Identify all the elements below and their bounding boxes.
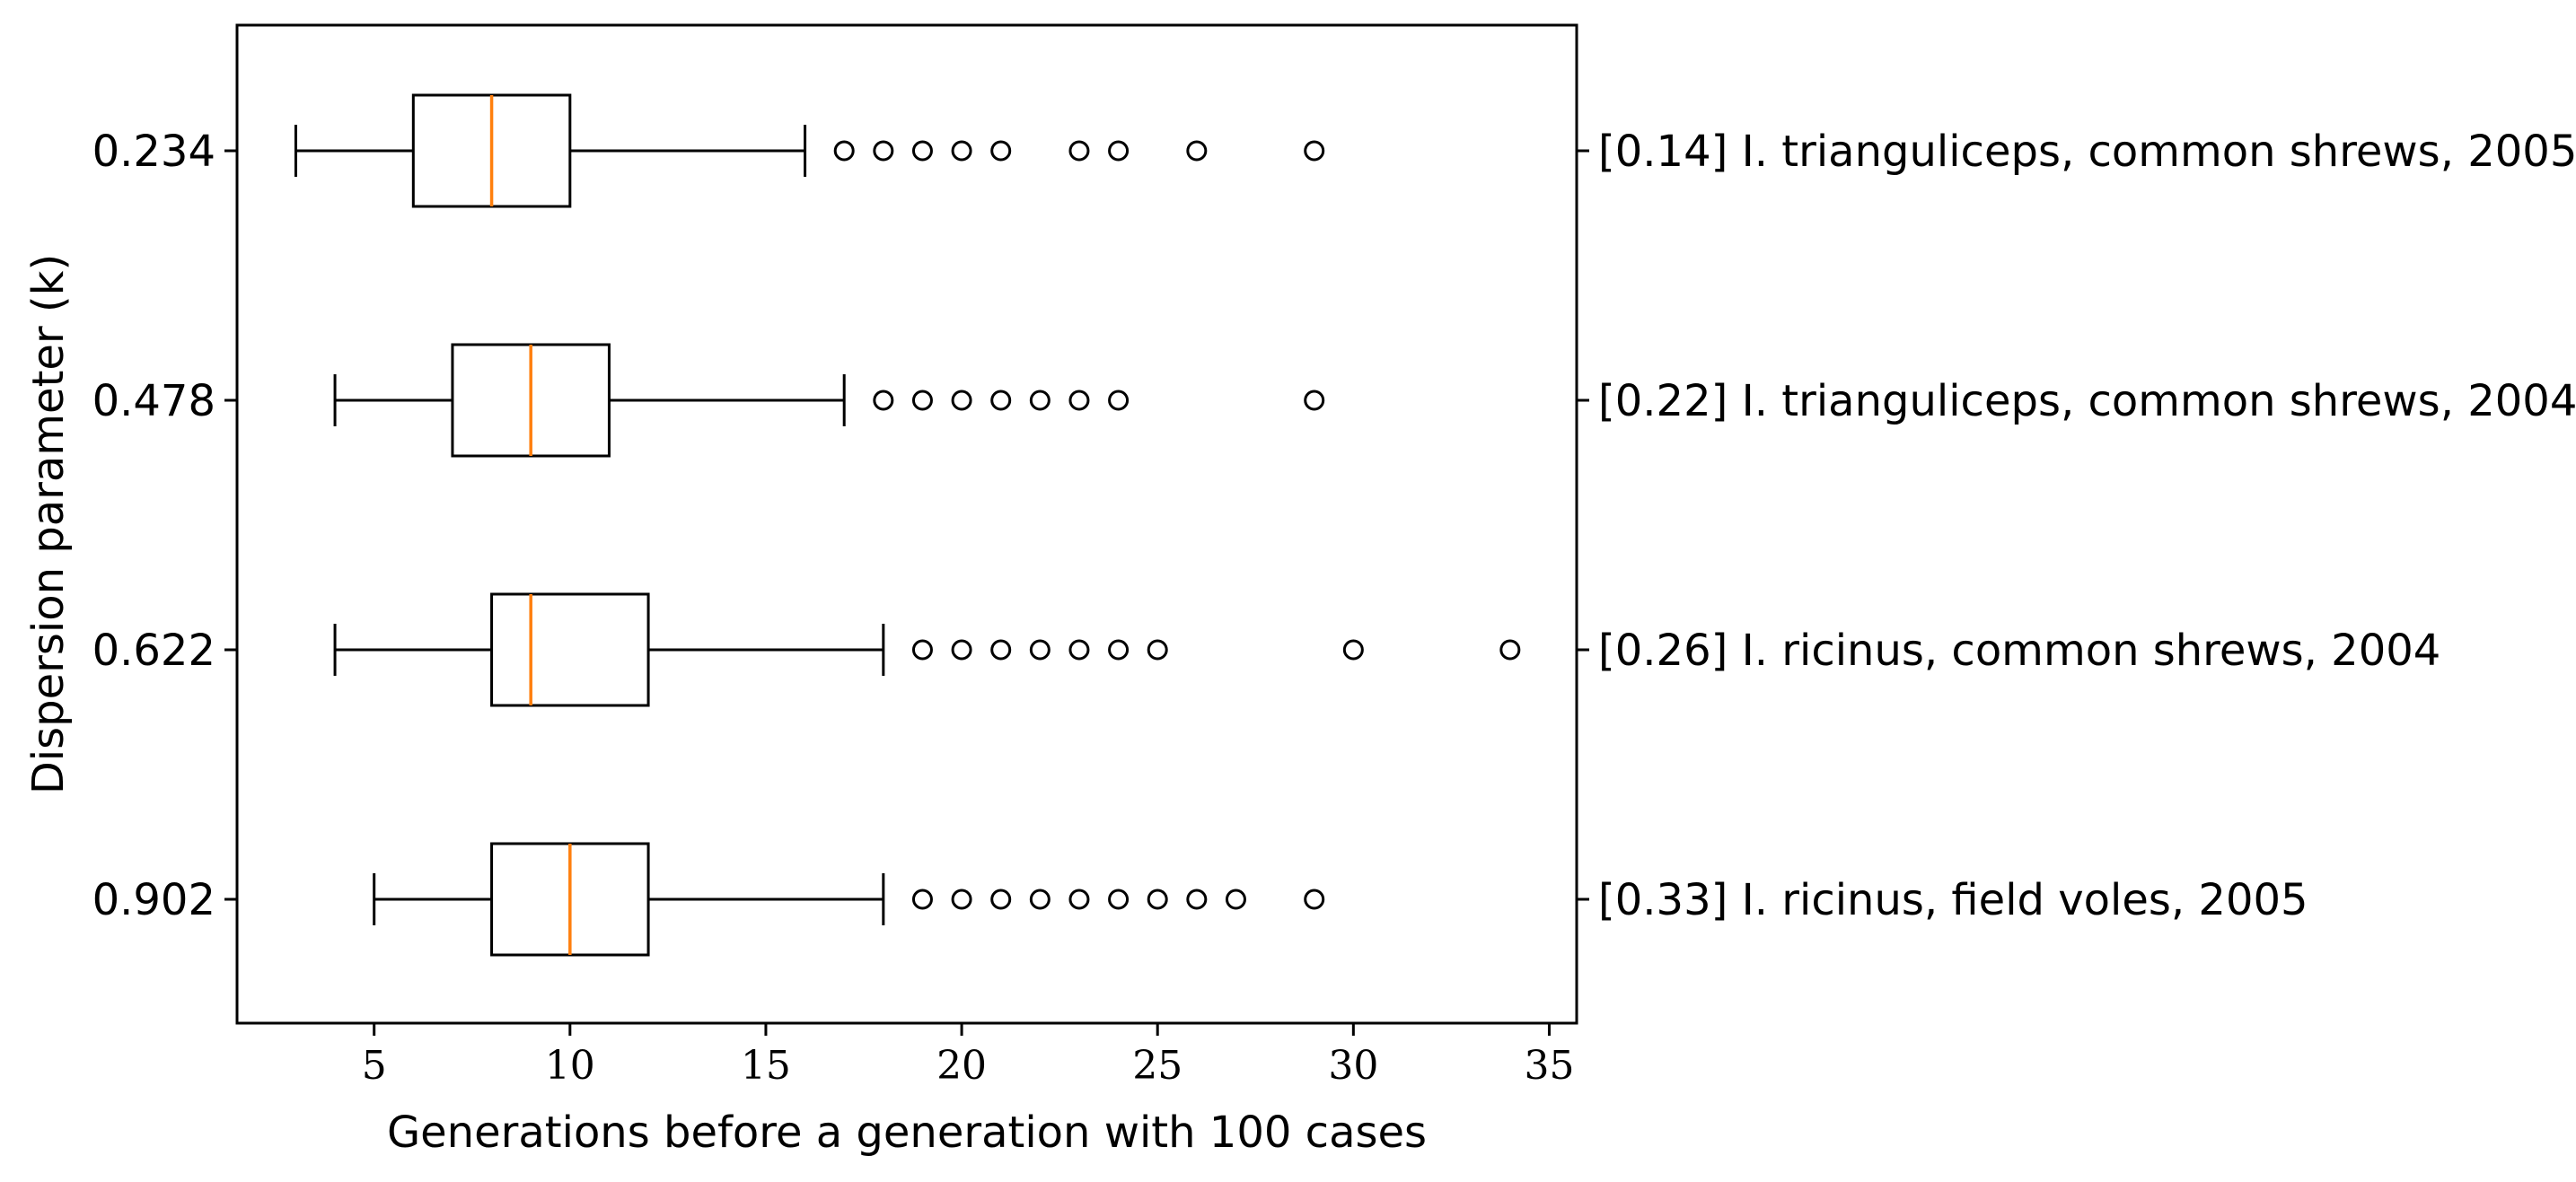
outlier-point xyxy=(1186,140,1208,162)
outlier-point xyxy=(1068,889,1090,910)
y-axis: 0.234 0.478 0.622 0.902 xyxy=(92,127,237,925)
outlier-point xyxy=(1304,390,1325,411)
x-tick-label: 5 xyxy=(362,1043,387,1089)
outlier-point xyxy=(1029,639,1051,661)
right-tick-label: [0.14] I. trianguliceps, common shrews, … xyxy=(1598,127,2576,177)
y-tick-label: 0.622 xyxy=(92,626,215,676)
y-tick-label: 0.902 xyxy=(92,875,215,925)
outlier-point xyxy=(951,390,972,411)
outlier-point xyxy=(1108,889,1130,910)
outlier-point xyxy=(951,140,972,162)
right-tick-label: [0.22] I. trianguliceps, common shrews, … xyxy=(1598,376,2576,426)
outlier-point xyxy=(1304,889,1325,910)
outlier-point xyxy=(1029,390,1051,411)
outlier-point xyxy=(1499,639,1521,661)
outlier-point xyxy=(911,889,933,910)
right-tick-label: [0.26] I. ricinus, common shrews, 2004 xyxy=(1598,626,2440,676)
outlier-point xyxy=(1147,889,1168,910)
plot-area xyxy=(294,93,1521,957)
y-tick-label: 0.478 xyxy=(92,376,215,426)
x-tick-label: 15 xyxy=(741,1043,791,1089)
outlier-point xyxy=(990,889,1012,910)
outlier-point xyxy=(1108,390,1130,411)
outlier-point xyxy=(1068,140,1090,162)
outlier-point xyxy=(1108,140,1130,162)
axes-frame xyxy=(235,23,1578,1025)
outlier-point xyxy=(1304,140,1325,162)
x-tick-label: 20 xyxy=(936,1043,987,1089)
outlier-point xyxy=(990,639,1012,661)
box-group xyxy=(333,343,1325,458)
box-group xyxy=(333,592,1521,707)
box-group xyxy=(294,93,1325,208)
box-group xyxy=(373,842,1325,957)
y-axis-label: Dispersion parameter (k) xyxy=(23,254,74,794)
x-tick-label: 35 xyxy=(1524,1043,1574,1089)
outlier-point xyxy=(1029,889,1051,910)
outlier-point xyxy=(1068,639,1090,661)
outlier-point xyxy=(990,390,1012,411)
right-axis: [0.14] I. trianguliceps, common shrews, … xyxy=(1577,127,2576,925)
outlier-point xyxy=(911,140,933,162)
outlier-point xyxy=(1108,639,1130,661)
outlier-point xyxy=(1225,889,1246,910)
right-tick-label: [0.33] I. ricinus, field voles, 2005 xyxy=(1598,875,2308,925)
x-axis: 5 10 15 20 25 30 35 xyxy=(362,1023,1574,1089)
outlier-point xyxy=(1342,639,1364,661)
x-tick-label: 25 xyxy=(1132,1043,1182,1089)
outlier-point xyxy=(1147,639,1168,661)
outlier-point xyxy=(1068,390,1090,411)
x-axis-label: Generations before a generation with 100… xyxy=(387,1108,1427,1158)
x-tick-label: 10 xyxy=(545,1043,595,1089)
outlier-point xyxy=(833,140,855,162)
x-tick-label: 30 xyxy=(1328,1043,1378,1089)
outlier-point xyxy=(990,140,1012,162)
outlier-point xyxy=(951,889,972,910)
iqr-box xyxy=(490,592,650,707)
outlier-point xyxy=(1186,889,1208,910)
outlier-point xyxy=(873,390,894,411)
outlier-point xyxy=(911,390,933,411)
outlier-point xyxy=(873,140,894,162)
outlier-point xyxy=(911,639,933,661)
outlier-point xyxy=(951,639,972,661)
y-tick-label: 0.234 xyxy=(92,127,215,177)
